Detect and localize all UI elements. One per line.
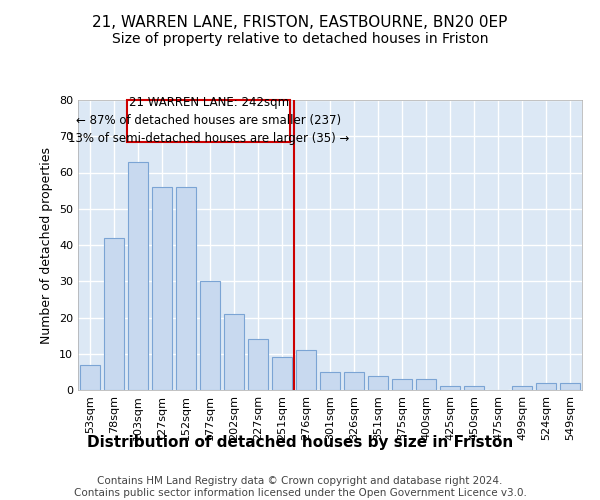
- Bar: [224, 314, 244, 390]
- Bar: [272, 358, 292, 390]
- Bar: [464, 386, 484, 390]
- Bar: [80, 364, 100, 390]
- Bar: [440, 386, 460, 390]
- Bar: [536, 383, 556, 390]
- Bar: [128, 162, 148, 390]
- Bar: [200, 281, 220, 390]
- Bar: [104, 238, 124, 390]
- Text: 21 WARREN LANE: 242sqm
← 87% of detached houses are smaller (237)
13% of semi-de: 21 WARREN LANE: 242sqm ← 87% of detached…: [68, 96, 349, 146]
- Bar: [392, 379, 412, 390]
- Bar: [176, 187, 196, 390]
- Bar: [416, 379, 436, 390]
- Text: Contains HM Land Registry data © Crown copyright and database right 2024.
Contai: Contains HM Land Registry data © Crown c…: [74, 476, 526, 498]
- Bar: [296, 350, 316, 390]
- Bar: [368, 376, 388, 390]
- Bar: [512, 386, 532, 390]
- Bar: [320, 372, 340, 390]
- Bar: [248, 339, 268, 390]
- Text: Distribution of detached houses by size in Friston: Distribution of detached houses by size …: [87, 435, 513, 450]
- Bar: [344, 372, 364, 390]
- Bar: [560, 383, 580, 390]
- Y-axis label: Number of detached properties: Number of detached properties: [40, 146, 53, 344]
- Text: 21, WARREN LANE, FRISTON, EASTBOURNE, BN20 0EP: 21, WARREN LANE, FRISTON, EASTBOURNE, BN…: [92, 15, 508, 30]
- Bar: [152, 187, 172, 390]
- FancyBboxPatch shape: [127, 100, 290, 141]
- Text: Size of property relative to detached houses in Friston: Size of property relative to detached ho…: [112, 32, 488, 46]
